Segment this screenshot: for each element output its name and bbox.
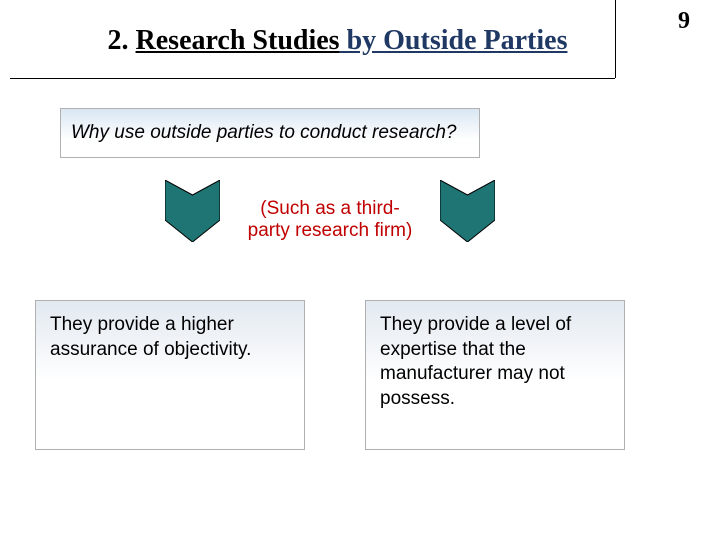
middle-note-line2: party research firm) [225, 220, 435, 242]
question-text: Why use outside parties to conduct resea… [71, 122, 456, 144]
vertical-divider [615, 0, 616, 78]
answer-left-text: They provide a higher assurance of objec… [50, 313, 290, 362]
horizontal-divider [10, 78, 615, 79]
answer-box-left: They provide a higher assurance of objec… [35, 300, 305, 450]
page-number: 9 [678, 8, 690, 35]
down-arrow-left-icon [165, 180, 220, 247]
down-arrow-right-icon [440, 180, 495, 247]
title-prefix: 2. [108, 25, 136, 56]
title-main-blue: by Outside Parties [340, 25, 568, 56]
middle-note: (Such as a third- party research firm) [225, 198, 435, 242]
answer-right-text: They provide a level of expertise that t… [380, 313, 610, 412]
title-main-black: Research Studies [136, 25, 340, 56]
middle-note-line1: (Such as a third- [225, 198, 435, 220]
answer-box-right: They provide a level of expertise that t… [365, 300, 625, 450]
question-box: Why use outside parties to conduct resea… [60, 108, 480, 158]
slide-title: 2. Research Studies by Outside Parties [0, 25, 675, 57]
